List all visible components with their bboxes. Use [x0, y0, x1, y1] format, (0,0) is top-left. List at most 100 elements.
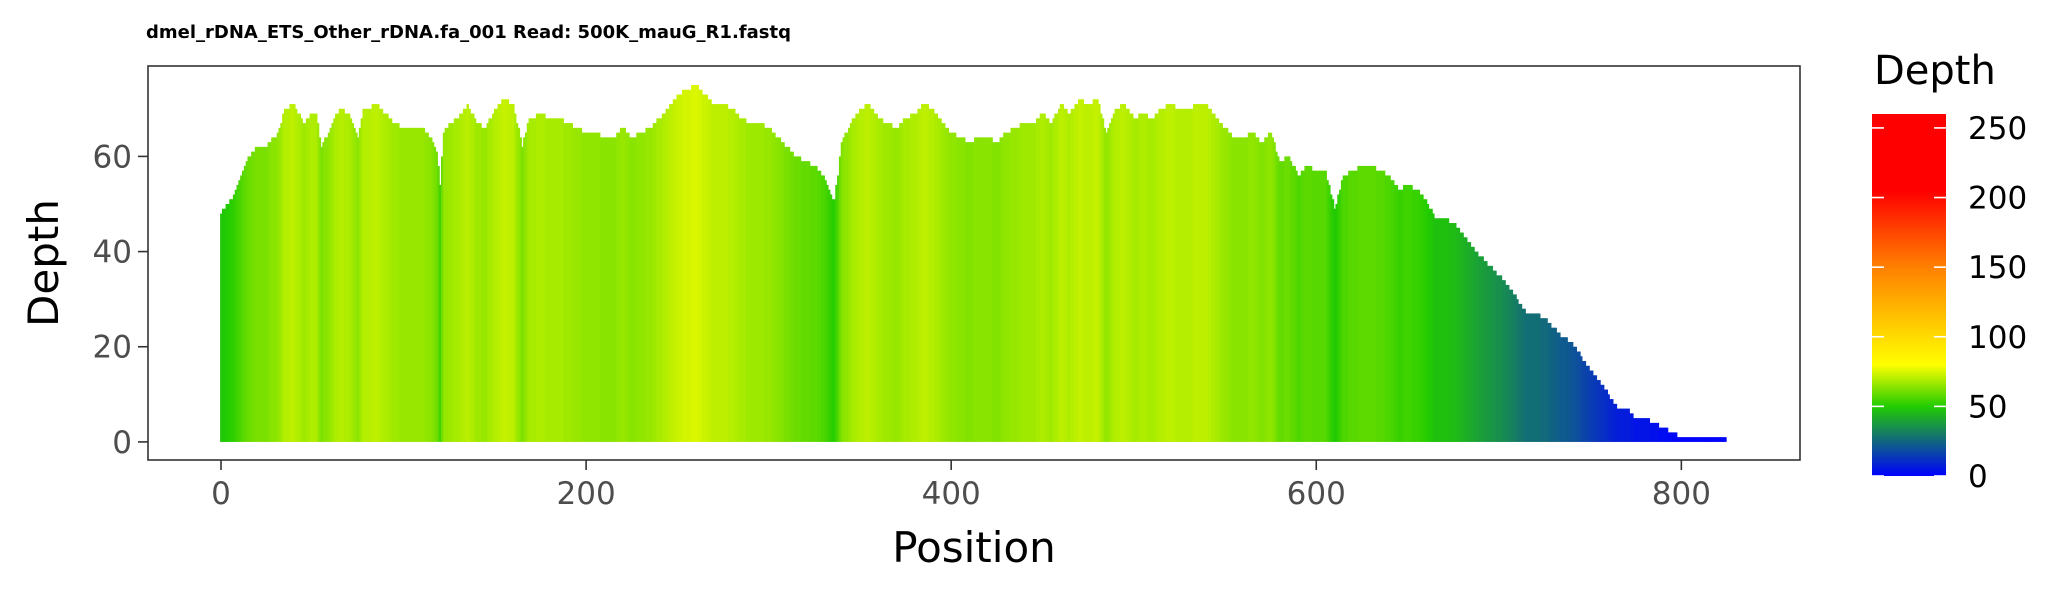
depth-bar: [1238, 137, 1242, 442]
depth-bar: [636, 132, 639, 442]
depth-bar: [950, 132, 953, 442]
depth-bar: [672, 99, 676, 442]
depth-bar: [554, 118, 557, 442]
depth-bar: [417, 127, 420, 442]
y-axis: 0 20 40 60: [93, 139, 148, 461]
depth-bar: [579, 127, 583, 442]
depth-bar: [1094, 99, 1097, 442]
depth-bar: [1525, 313, 1528, 442]
depth-bar: [1466, 242, 1470, 442]
depth-bar: [256, 146, 260, 442]
depth-bar: [1039, 113, 1043, 442]
depth-bar: [1534, 313, 1537, 442]
depth-bar: [1492, 270, 1495, 442]
depth-bar: [1583, 361, 1587, 442]
depth-bar: [470, 113, 473, 442]
depth-bar: [899, 123, 902, 442]
depth-bar: [1067, 113, 1070, 442]
depth-bar: [1021, 123, 1024, 442]
depth-bar: [942, 123, 946, 442]
depth-bar: [1609, 399, 1612, 442]
depth-bar: [776, 137, 780, 442]
depth-bar: [884, 123, 887, 442]
depth-bar: [546, 118, 550, 442]
depth-bar: [968, 142, 971, 442]
depth-bar: [1335, 204, 1338, 442]
depth-bar: [1510, 289, 1514, 442]
depth-bar: [1242, 137, 1245, 442]
depth-bar: [638, 132, 641, 442]
depth-bar: [955, 137, 959, 442]
depth-bar: [231, 199, 234, 442]
depth-bar: [576, 127, 579, 442]
depth-bar: [240, 175, 243, 442]
depth-bar: [375, 104, 378, 442]
depth-bar: [1696, 437, 1700, 442]
depth-bar: [1382, 170, 1386, 442]
depth-bar: [1052, 118, 1055, 442]
depth-bar: [702, 94, 705, 442]
depth-bar: [1320, 170, 1324, 442]
depth-bar: [694, 85, 698, 442]
depth-bar: [745, 123, 749, 442]
depth-bar: [475, 123, 479, 442]
depth-bar: [1355, 170, 1358, 442]
depth-bar: [1410, 184, 1413, 442]
depth-bar: [849, 123, 853, 442]
depth-bar: [555, 118, 559, 442]
depth-bar: [882, 123, 886, 442]
depth-bar: [307, 118, 311, 442]
depth-bar: [1629, 413, 1632, 442]
depth-bar: [1008, 132, 1012, 442]
depth-bar: [1505, 284, 1508, 442]
depth-bar: [1291, 165, 1295, 442]
depth-bar: [1005, 132, 1008, 442]
depth-bar: [795, 156, 798, 442]
depth-bar: [508, 104, 511, 442]
depth-bar: [645, 127, 648, 442]
depth-bar: [1483, 261, 1486, 442]
depth-bar: [1043, 113, 1046, 442]
depth-bar: [1512, 294, 1515, 442]
depth-bar: [1399, 189, 1402, 442]
depth-bar: [316, 123, 320, 442]
depth-bar: [1705, 437, 1709, 442]
depth-bar: [1530, 313, 1534, 442]
depth-bar: [1092, 99, 1096, 442]
depth-bar: [1581, 361, 1585, 442]
depth-bar: [247, 156, 250, 442]
depth-bar: [1182, 108, 1185, 442]
depth-bar: [278, 127, 281, 442]
depth-bar: [1580, 356, 1583, 442]
depth-bar: [526, 123, 530, 442]
depth-bar: [1098, 104, 1101, 442]
depth-bar: [457, 118, 460, 442]
legend-tick-label: 50: [1968, 389, 2007, 425]
depth-bar: [1642, 418, 1645, 442]
depth-bar: [1260, 142, 1264, 442]
depth-bar: [665, 108, 668, 442]
depth-bar: [1643, 418, 1647, 442]
depth-bar: [919, 108, 922, 442]
depth-bar: [692, 85, 696, 442]
depth-bar: [725, 104, 729, 442]
depth-bar: [1315, 170, 1318, 442]
depth-bar: [1213, 113, 1216, 442]
depth-bar: [545, 118, 548, 442]
depth-bar: [349, 118, 353, 442]
depth-bar: [227, 204, 230, 442]
depth-bar: [234, 189, 238, 442]
depth-bar: [1435, 218, 1439, 442]
depth-bar: [1461, 232, 1464, 442]
depth-bar: [933, 113, 937, 442]
depth-bar: [844, 132, 847, 442]
depth-bar: [243, 165, 247, 442]
depth-bar: [1313, 170, 1316, 442]
x-tick-label: 800: [1652, 476, 1711, 512]
depth-bar: [1550, 327, 1554, 442]
depth-bar: [880, 118, 884, 442]
depth-bar: [313, 113, 316, 442]
depth-bar: [1682, 437, 1685, 442]
depth-bar: [1452, 223, 1455, 442]
depth-bar: [1434, 218, 1437, 442]
